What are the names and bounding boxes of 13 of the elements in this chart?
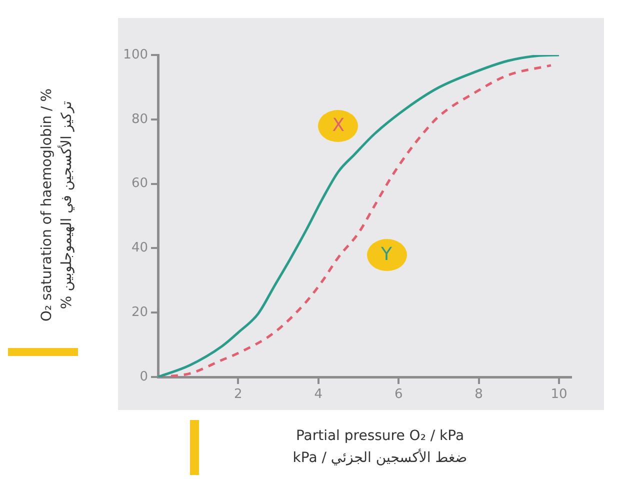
x-tick-label: 8 <box>474 387 483 402</box>
x-tick-label: 2 <box>234 387 242 402</box>
y-tick-label: 0 <box>140 369 148 384</box>
x-tick-label: 4 <box>314 387 323 402</box>
y-tick-label: 40 <box>131 240 148 256</box>
x-tick-label: 6 <box>394 387 403 402</box>
x-tick-label: 10 <box>550 387 568 402</box>
y-tick-label: 80 <box>131 112 148 127</box>
annotation: Y <box>366 238 407 271</box>
y-tick-label: 20 <box>131 304 148 320</box>
y-tick-label: 100 <box>123 47 148 62</box>
annotation: X <box>318 110 358 142</box>
y-tick-label: 60 <box>131 176 148 192</box>
